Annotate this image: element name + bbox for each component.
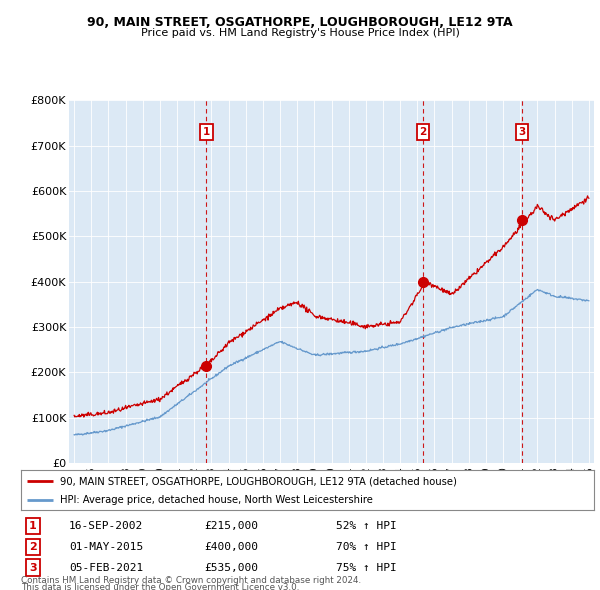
Text: 75% ↑ HPI: 75% ↑ HPI — [336, 563, 397, 572]
Text: 52% ↑ HPI: 52% ↑ HPI — [336, 522, 397, 531]
Text: 1: 1 — [29, 522, 37, 531]
Text: 3: 3 — [29, 563, 37, 572]
Text: 01-MAY-2015: 01-MAY-2015 — [69, 542, 143, 552]
Text: Price paid vs. HM Land Registry's House Price Index (HPI): Price paid vs. HM Land Registry's House … — [140, 28, 460, 38]
Text: £535,000: £535,000 — [204, 563, 258, 572]
Text: 05-FEB-2021: 05-FEB-2021 — [69, 563, 143, 572]
Text: 2: 2 — [419, 127, 427, 137]
Text: £400,000: £400,000 — [204, 542, 258, 552]
Text: Contains HM Land Registry data © Crown copyright and database right 2024.: Contains HM Land Registry data © Crown c… — [21, 576, 361, 585]
Text: £215,000: £215,000 — [204, 522, 258, 531]
Text: 70% ↑ HPI: 70% ↑ HPI — [336, 542, 397, 552]
Text: 16-SEP-2002: 16-SEP-2002 — [69, 522, 143, 531]
Text: 1: 1 — [203, 127, 210, 137]
Text: 90, MAIN STREET, OSGATHORPE, LOUGHBOROUGH, LE12 9TA (detached house): 90, MAIN STREET, OSGATHORPE, LOUGHBOROUG… — [60, 476, 457, 486]
Text: This data is licensed under the Open Government Licence v3.0.: This data is licensed under the Open Gov… — [21, 583, 299, 590]
Text: HPI: Average price, detached house, North West Leicestershire: HPI: Average price, detached house, Nort… — [60, 494, 373, 504]
Text: 2: 2 — [29, 542, 37, 552]
Text: 3: 3 — [518, 127, 526, 137]
Text: 90, MAIN STREET, OSGATHORPE, LOUGHBOROUGH, LE12 9TA: 90, MAIN STREET, OSGATHORPE, LOUGHBOROUG… — [87, 16, 513, 29]
